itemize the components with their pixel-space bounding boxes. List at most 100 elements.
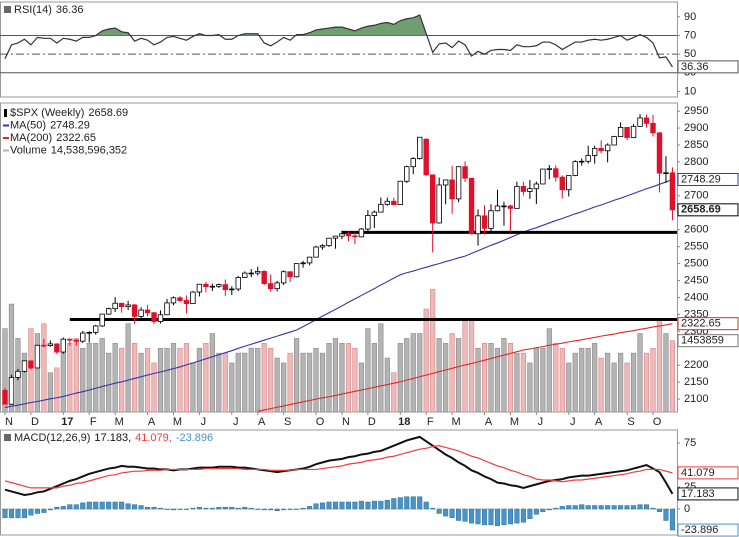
volume-bar — [170, 343, 177, 413]
candle-body — [209, 285, 216, 288]
moving-average — [257, 323, 673, 412]
panel-frame — [0, 102, 678, 413]
histogram-bar — [650, 507, 656, 510]
candle-body — [267, 283, 274, 290]
x-tick-label: J — [570, 416, 576, 428]
candle-body — [138, 309, 144, 317]
x-tick-label: J — [201, 416, 207, 428]
volume-bar — [553, 343, 559, 413]
y-tick-label: 2500 — [684, 258, 708, 270]
candle-body — [248, 272, 254, 275]
legend-value: 41.079, — [135, 432, 172, 444]
x-tick-label: M — [173, 416, 182, 428]
candle-body — [190, 291, 196, 304]
candle-body — [488, 210, 494, 229]
candle-body — [255, 270, 261, 274]
x-tick-label: J — [538, 416, 544, 428]
x-tick-label: S — [284, 416, 291, 428]
value-box — [677, 334, 739, 348]
y-tick-label: 2800 — [684, 156, 708, 168]
y-tick-label: 2150 — [684, 376, 708, 388]
legend: RSI(14) 36.36 — [14, 4, 83, 16]
candle-body — [125, 304, 131, 308]
candle-body — [436, 184, 442, 224]
candle-body — [566, 175, 572, 191]
histogram-bar — [28, 508, 34, 516]
candle-body — [352, 235, 358, 238]
histogram-bar — [242, 507, 248, 510]
candle-body — [417, 136, 423, 159]
histogram-bar — [157, 507, 164, 510]
legend: $SPX (Weekly) 2658.69 — [10, 107, 128, 119]
volume-bar — [365, 328, 371, 413]
x-tick-label: M — [115, 416, 124, 428]
legend-value: 14,538,596,352 — [51, 144, 127, 156]
volume-bar — [527, 362, 533, 413]
histogram-bar — [462, 508, 468, 522]
candle-body — [93, 325, 99, 333]
legend: MA(200) 2322.65 — [10, 132, 96, 144]
histogram-bar — [423, 501, 429, 510]
value-box-label: 1453859 — [681, 335, 724, 347]
candle-body — [540, 168, 546, 185]
histogram-bar — [229, 507, 235, 510]
volume-bar — [488, 343, 494, 413]
series-line — [4, 435, 674, 496]
volume-bar — [125, 323, 131, 413]
volume-bar — [242, 352, 248, 413]
candle-body — [637, 117, 643, 127]
volume-bar — [617, 352, 624, 413]
candle-body — [131, 304, 138, 317]
x-tick-label: 18 — [398, 416, 410, 428]
histogram-bar — [397, 497, 403, 510]
histogram-bar — [138, 505, 144, 510]
volume-bar — [514, 352, 520, 413]
candle-body — [293, 263, 300, 278]
legend-title: RSI(14) — [14, 4, 52, 16]
histogram-bar — [112, 501, 118, 510]
candle-body — [507, 205, 514, 209]
x-tick-label: N — [342, 416, 350, 428]
volume-bar — [268, 347, 274, 413]
histogram-bar — [559, 506, 565, 510]
volume-bar — [559, 347, 565, 413]
value-box — [677, 317, 739, 331]
histogram-bar — [494, 508, 501, 527]
histogram-bar — [80, 502, 86, 510]
candle-body — [261, 270, 267, 284]
histogram-bar — [190, 507, 196, 510]
volume-bar — [404, 338, 410, 413]
volume-bar — [546, 328, 552, 413]
candle-body — [520, 185, 527, 192]
volume-bar — [80, 347, 86, 413]
histogram-bar — [456, 508, 462, 521]
histogram-bar — [618, 505, 624, 510]
x-tick-label: J — [233, 416, 239, 428]
volume-bar — [579, 347, 585, 413]
y-tick-label: 2400 — [684, 291, 708, 303]
legend-icon — [3, 124, 9, 127]
candle-body — [2, 389, 8, 405]
volume-bar — [326, 343, 332, 413]
histogram-bar — [592, 505, 598, 510]
histogram-bar — [235, 507, 241, 510]
legend-title: $SPX (Weekly) — [10, 107, 84, 119]
volume-bar — [21, 352, 28, 413]
volume-bar — [203, 343, 209, 413]
x-tick-label: A — [485, 416, 493, 428]
histogram-bar — [339, 501, 345, 510]
candle-body — [527, 188, 533, 192]
volume-bar — [287, 352, 293, 413]
volume-bar — [157, 347, 164, 413]
candle-body — [183, 300, 190, 304]
volume-bar — [190, 362, 196, 413]
candle-body — [656, 132, 663, 174]
candle-body — [235, 277, 241, 290]
histogram-bar — [132, 504, 138, 510]
candle-body — [80, 332, 86, 342]
y-tick-label: 2550 — [684, 241, 708, 253]
volume-bar — [630, 352, 637, 413]
overbought-fill — [5, 15, 673, 36]
candle-body — [591, 148, 598, 156]
histogram-bar — [67, 504, 73, 510]
